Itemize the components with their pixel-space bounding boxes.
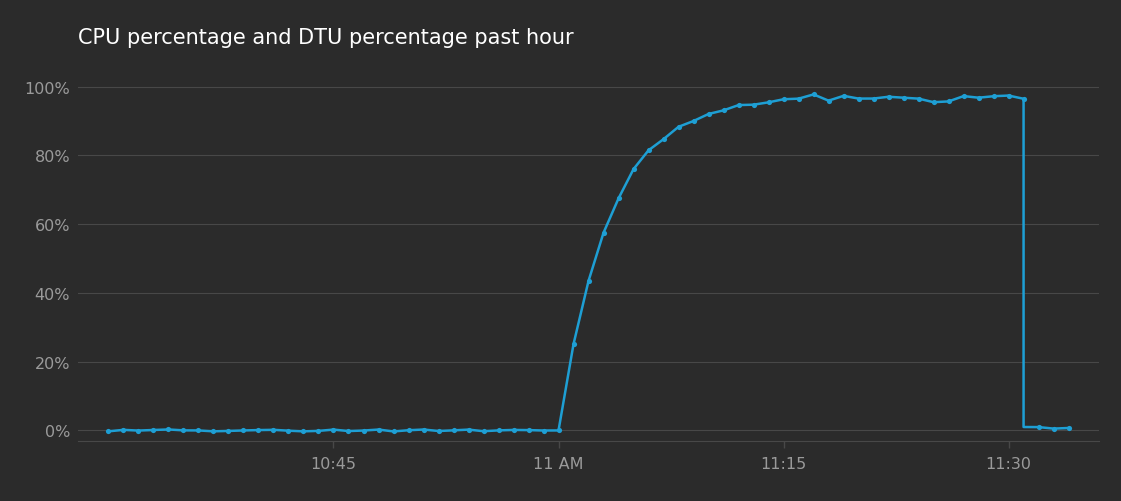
Point — [309, 427, 327, 435]
Point — [730, 102, 748, 110]
Point — [385, 427, 402, 435]
Point — [834, 93, 852, 101]
Point — [685, 118, 703, 126]
Point — [580, 278, 597, 286]
Point — [445, 426, 463, 434]
Point — [460, 426, 478, 434]
Point — [909, 95, 927, 103]
Point — [624, 166, 642, 174]
Point — [880, 94, 898, 102]
Point — [970, 95, 988, 103]
Point — [955, 93, 973, 101]
Point — [189, 426, 207, 434]
Point — [354, 427, 372, 435]
Point — [819, 97, 837, 105]
Point — [939, 98, 957, 106]
Point — [429, 427, 447, 435]
Point — [519, 426, 537, 434]
Point — [925, 99, 943, 107]
Point — [370, 426, 388, 434]
Point — [325, 426, 343, 434]
Point — [175, 426, 193, 434]
Point — [744, 102, 762, 110]
Point — [145, 426, 163, 434]
Point — [399, 426, 417, 434]
Point — [1059, 424, 1077, 432]
Point — [1015, 96, 1032, 104]
Point — [220, 427, 238, 435]
Point — [775, 96, 793, 104]
Point — [1029, 423, 1047, 431]
Point — [669, 124, 687, 132]
Point — [340, 427, 358, 435]
Point — [504, 426, 522, 434]
Point — [864, 95, 882, 103]
Point — [984, 93, 1002, 101]
Point — [565, 340, 583, 348]
Point — [549, 426, 567, 434]
Point — [490, 426, 508, 434]
Point — [159, 425, 177, 433]
Point — [415, 426, 433, 434]
Point — [265, 426, 282, 434]
Point — [610, 195, 628, 203]
Point — [805, 91, 823, 99]
Point — [1045, 425, 1063, 433]
Text: CPU percentage and DTU percentage past hour: CPU percentage and DTU percentage past h… — [78, 28, 574, 48]
Point — [714, 107, 732, 115]
Point — [640, 147, 658, 155]
Point — [279, 427, 297, 435]
Point — [295, 427, 313, 435]
Point — [850, 95, 868, 103]
Point — [700, 111, 717, 119]
Point — [100, 427, 118, 435]
Point — [594, 229, 612, 237]
Point — [114, 426, 132, 434]
Point — [474, 427, 492, 435]
Point — [535, 427, 553, 435]
Point — [204, 427, 222, 435]
Point — [130, 427, 148, 435]
Point — [789, 96, 807, 104]
Point — [250, 426, 268, 434]
Point — [1000, 92, 1018, 100]
Point — [655, 136, 673, 144]
Point — [895, 95, 912, 103]
Point — [760, 99, 778, 107]
Point — [234, 426, 252, 434]
